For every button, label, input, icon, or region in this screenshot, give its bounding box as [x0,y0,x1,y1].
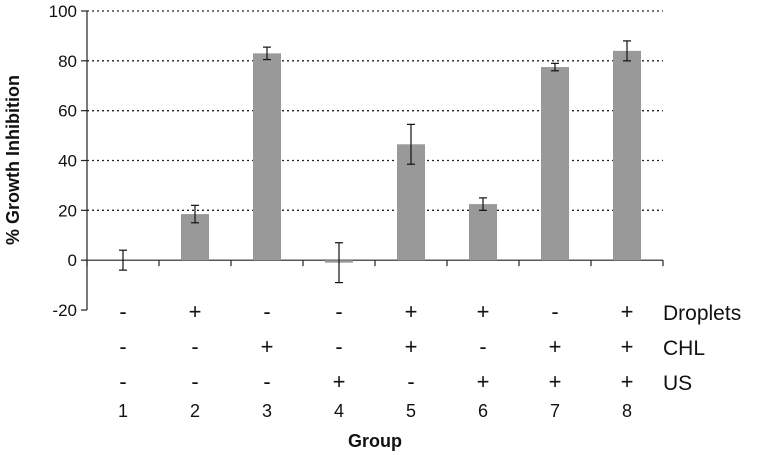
x-tick-label: 2 [190,401,200,421]
bar [613,50,641,261]
condition-sign: + [549,334,562,359]
condition-sign: - [119,334,126,359]
condition-sign: - [335,299,342,324]
condition-sign: + [621,334,634,359]
y-tick-label: 40 [58,152,77,171]
y-tick-label: 0 [68,251,77,270]
condition-sign: - [479,334,486,359]
y-axis-label: % Growth Inhibition [3,75,23,245]
condition-sign: + [261,334,274,359]
condition-sign: + [333,369,346,394]
condition-sign: + [189,299,202,324]
condition-name: CHL [663,337,705,360]
y-tick-label: 100 [49,2,77,21]
condition-sign: - [119,299,126,324]
condition-sign: + [477,369,490,394]
x-tick-label: 7 [550,401,560,421]
y-tick-label: 60 [58,102,77,121]
x-tick-label: 5 [406,401,416,421]
condition-sign: - [407,369,414,394]
x-tick-label: 4 [334,401,344,421]
x-axis-label: Group [348,431,402,451]
condition-sign: - [263,369,270,394]
condition-sign: + [621,369,634,394]
condition-sign: - [191,334,198,359]
condition-sign: + [405,299,418,324]
y-tick-label: -20 [52,301,77,320]
x-tick-label: 6 [478,401,488,421]
condition-name: US [663,372,692,395]
y-tick-label: 80 [58,52,77,71]
condition-sign: + [405,334,418,359]
condition-sign: + [549,369,562,394]
condition-sign: + [621,299,634,324]
condition-sign: - [551,299,558,324]
x-tick-label: 8 [622,401,632,421]
bar [253,53,281,261]
condition-sign: - [191,369,198,394]
x-tick-label: 1 [118,401,128,421]
bar [541,67,569,261]
condition-sign: + [477,299,490,324]
condition-sign: - [263,299,270,324]
y-tick-label: 20 [58,201,77,220]
condition-sign: - [335,334,342,359]
condition-sign: - [119,369,126,394]
x-tick-label: 3 [262,401,272,421]
condition-name: Droplets [663,302,741,325]
bar [469,204,497,261]
